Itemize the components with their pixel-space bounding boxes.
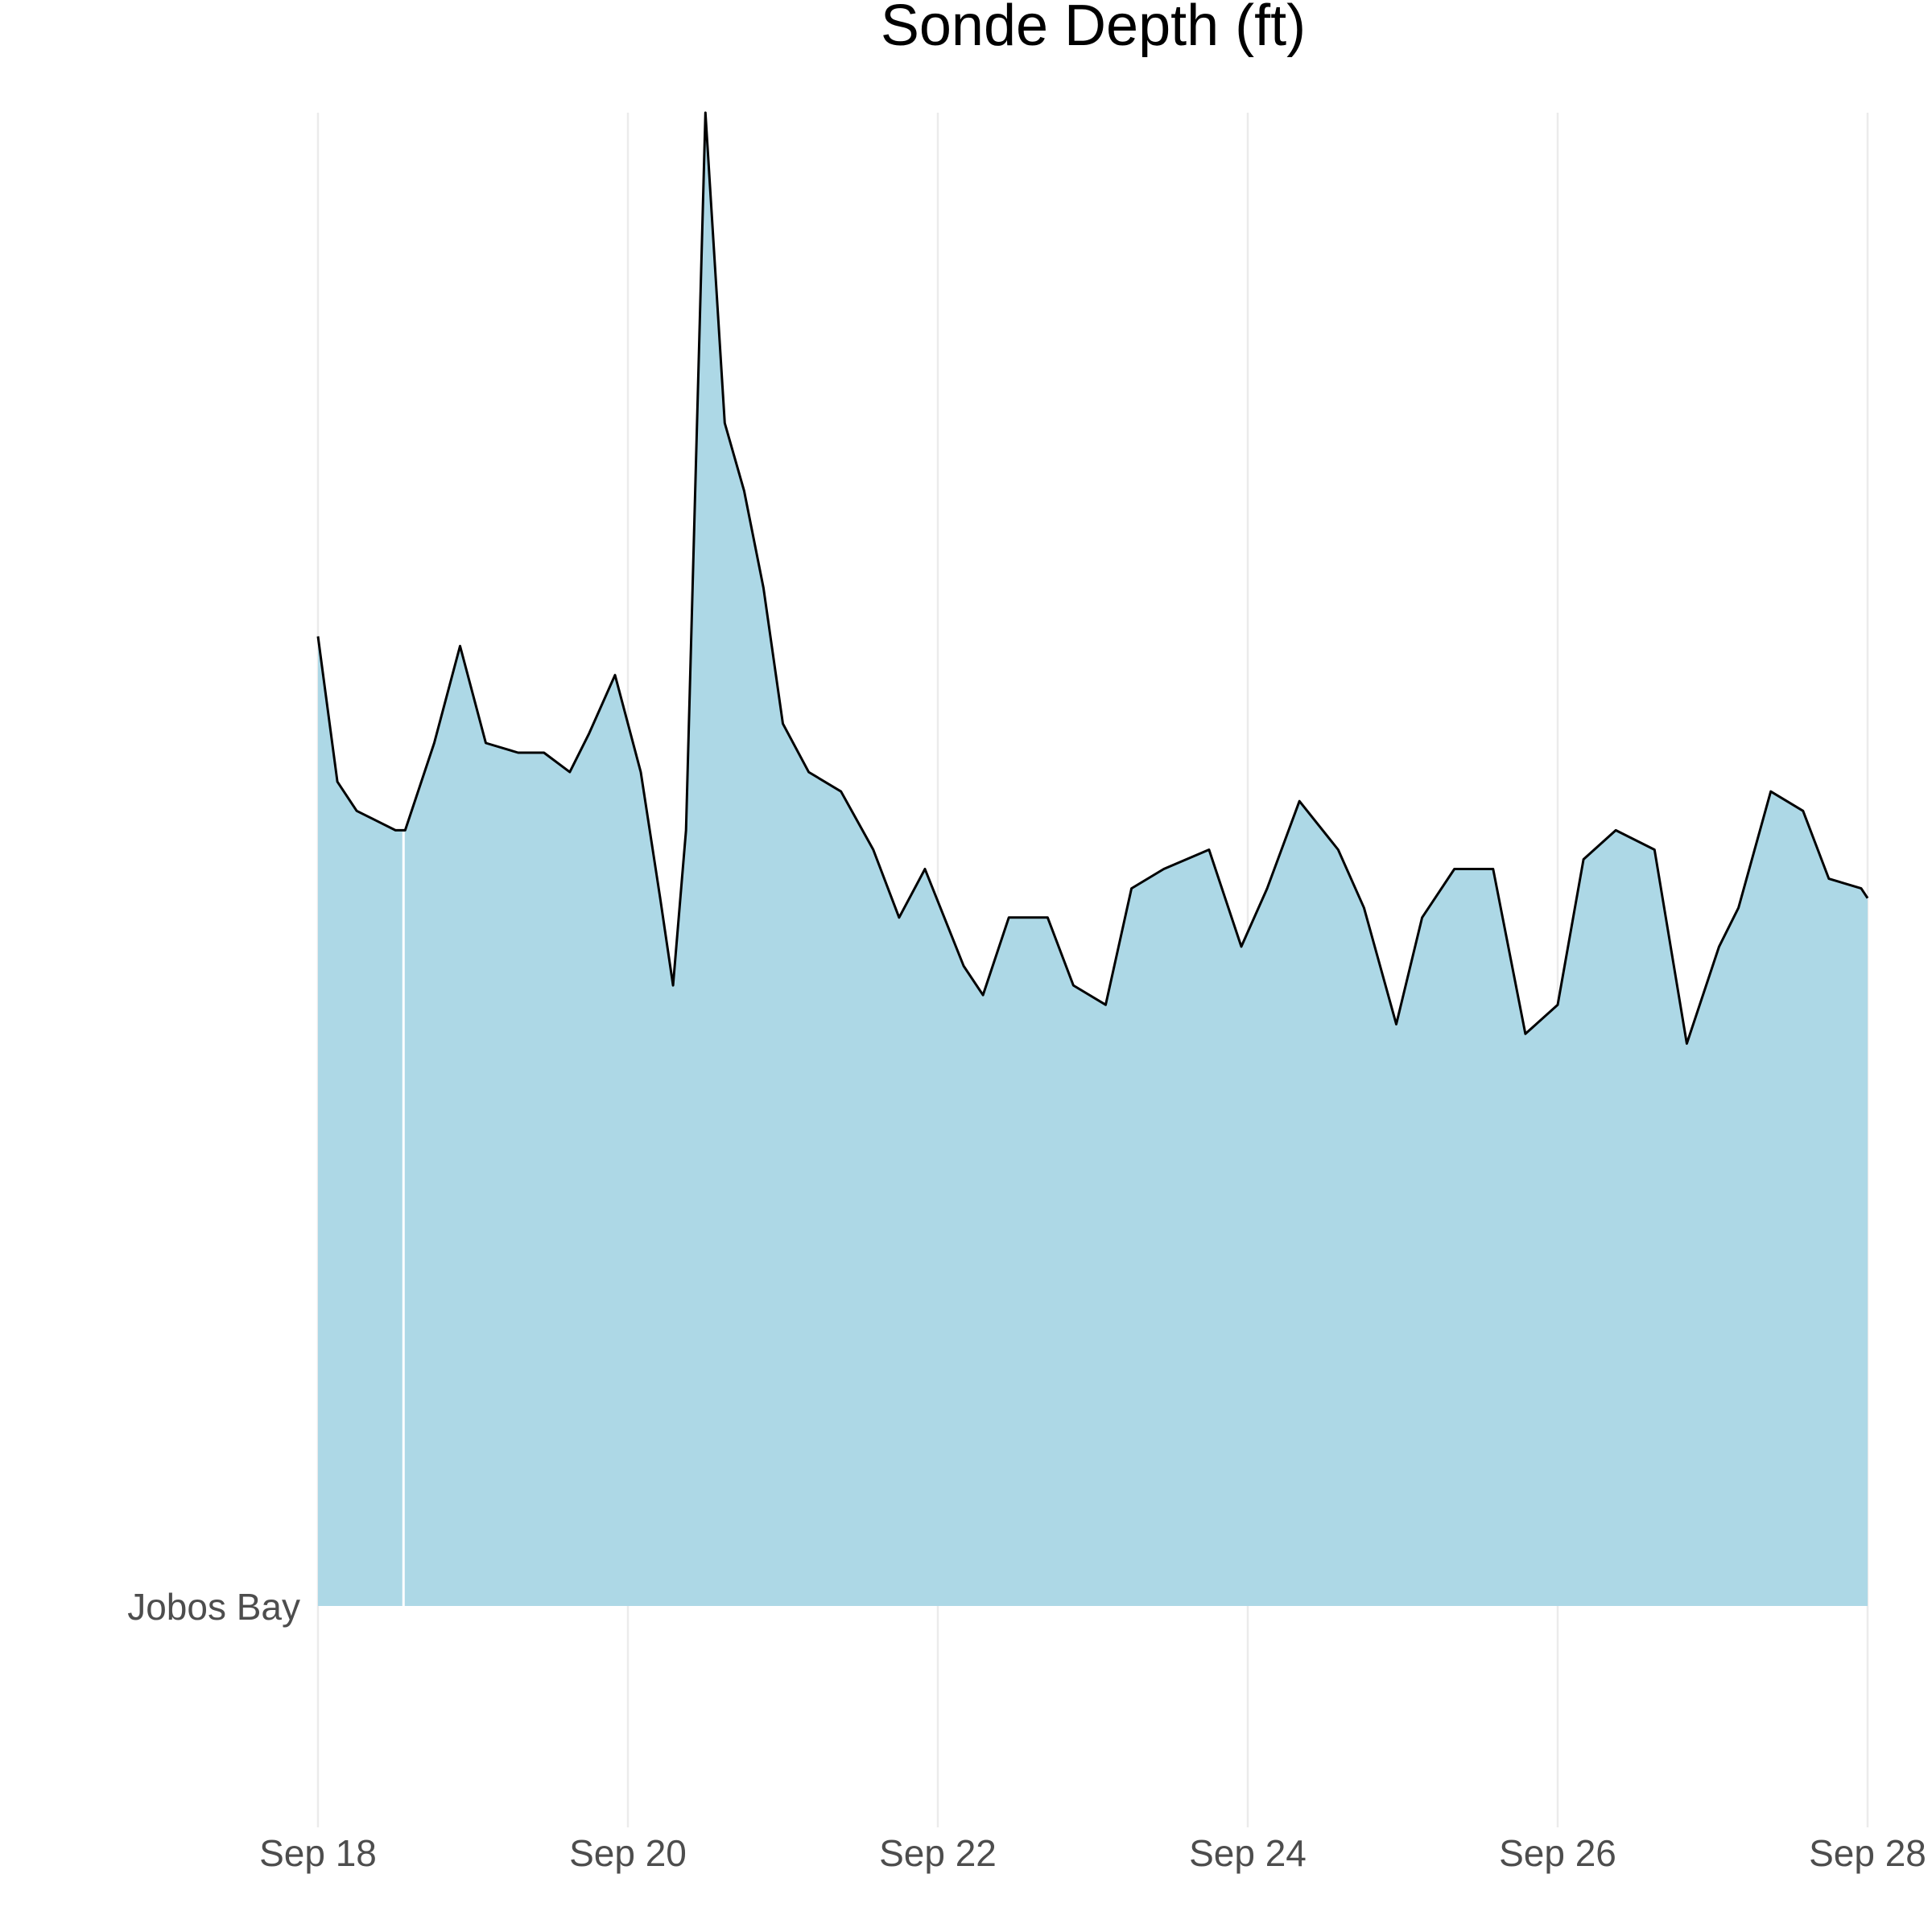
x-tick-label-2: Sep 22 — [879, 1832, 997, 1874]
x-tick-label-4: Sep 26 — [1499, 1832, 1616, 1874]
data-gap — [402, 832, 405, 1606]
x-tick-label-1: Sep 20 — [569, 1832, 687, 1874]
depth-series-line — [316, 111, 1869, 1045]
x-tick-label-3: Sep 24 — [1189, 1832, 1307, 1874]
x-tick-label-0: Sep 18 — [259, 1832, 377, 1874]
y-category-label: Jobos Bay — [127, 1586, 300, 1628]
depth-area-fill — [318, 113, 1868, 1606]
chart-title: Sonde Depth (ft) — [881, 0, 1306, 58]
x-tick-label-5: Sep 28 — [1809, 1832, 1926, 1874]
x-tick-labels: Sep 18 Sep 20 Sep 22 Sep 24 Sep 26 Sep 28 — [259, 1832, 1926, 1874]
